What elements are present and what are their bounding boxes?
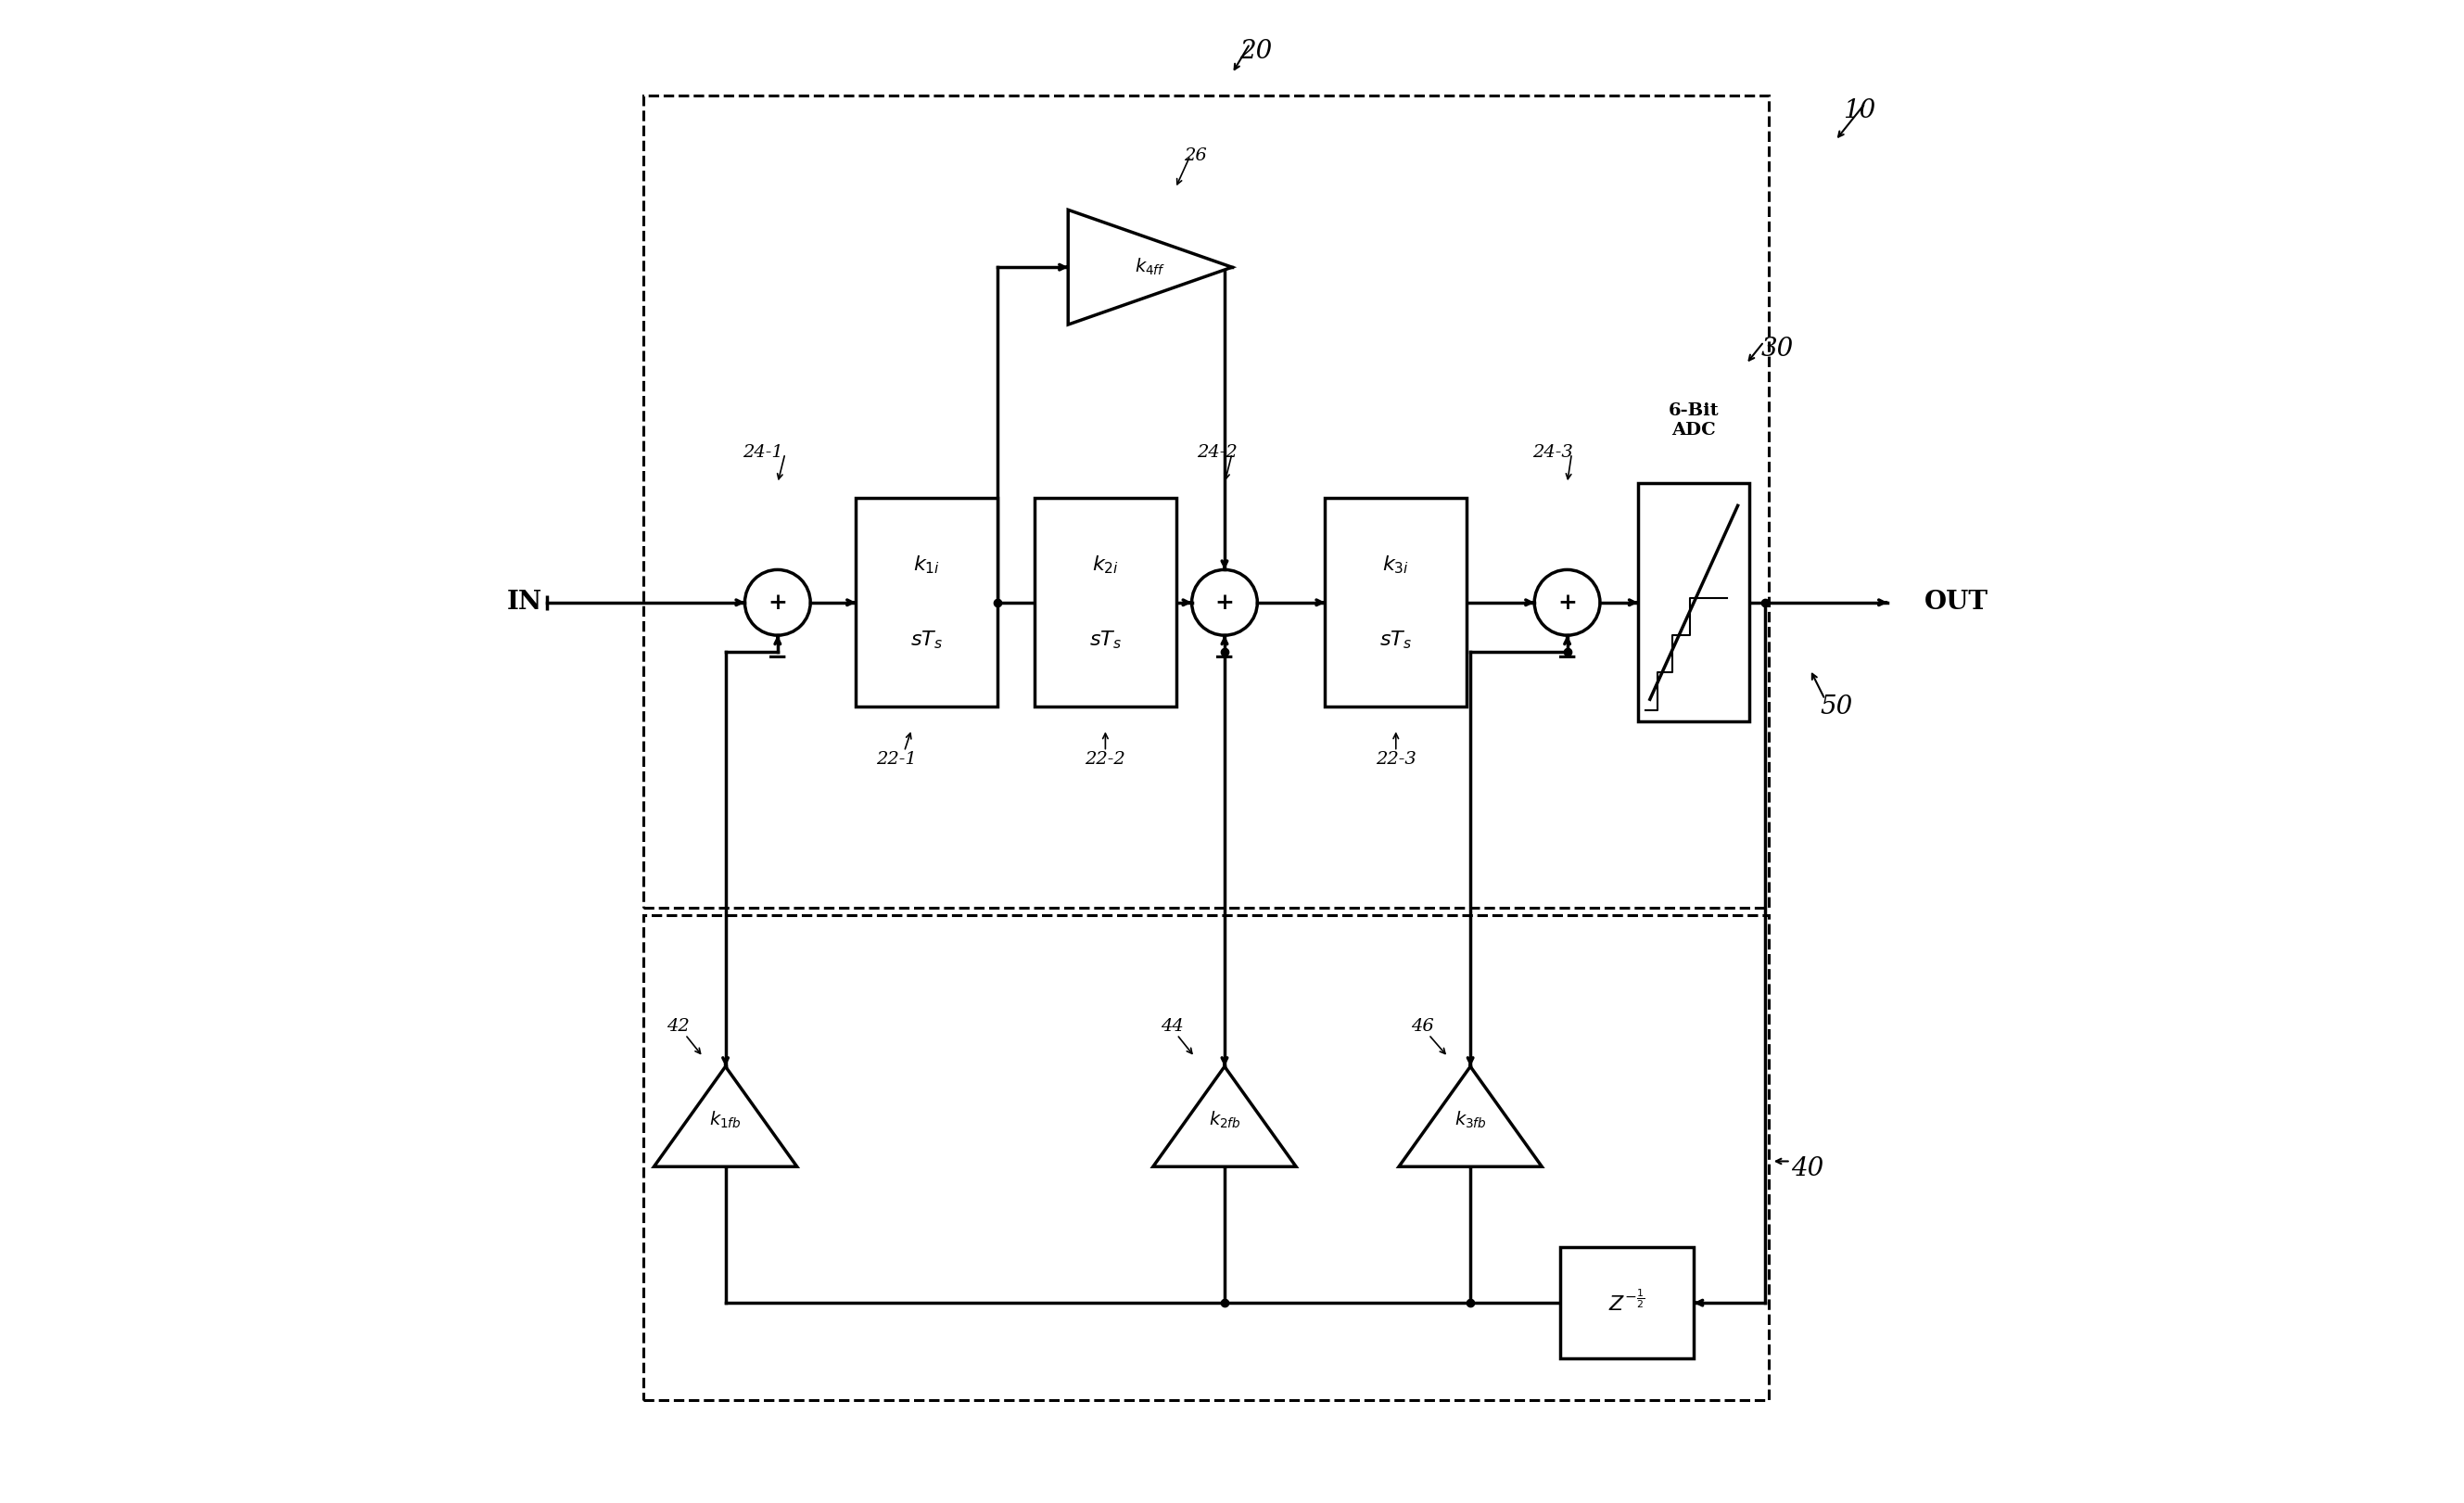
Text: $sT_s$: $sT_s$ [1380,628,1412,651]
Text: 22-2: 22-2 [1084,752,1126,768]
Bar [1035,497,1175,706]
Text: 22-1: 22-1 [877,752,917,768]
Text: $Z^{-\frac{1}{2}}$: $Z^{-\frac{1}{2}}$ [1609,1290,1646,1315]
Text: +: + [1557,591,1577,613]
Text: −: − [1557,645,1577,670]
Text: 46: 46 [1412,1018,1434,1034]
Text: 24-3: 24-3 [1533,445,1572,461]
Bar [1560,1247,1693,1359]
Text: OUT: OUT [1924,591,1988,615]
Text: $k_{3fb}$: $k_{3fb}$ [1454,1109,1486,1130]
Text: −: − [1215,645,1234,670]
Text: IN: IN [508,591,542,615]
Bar [1639,484,1749,721]
Text: $k_{2i}$: $k_{2i}$ [1092,555,1119,576]
Polygon shape [1153,1067,1296,1166]
Text: 10: 10 [1843,98,1875,123]
Text: $k_{1fb}$: $k_{1fb}$ [710,1109,742,1130]
Text: 44: 44 [1161,1018,1183,1034]
Text: $k_{4ff}$: $k_{4ff}$ [1133,257,1165,278]
Text: 22-3: 22-3 [1375,752,1417,768]
Bar [855,497,998,706]
Bar [643,96,1769,908]
Text: +: + [1215,591,1234,613]
Text: $k_{3i}$: $k_{3i}$ [1382,555,1409,576]
Polygon shape [1067,210,1232,325]
Text: $sT_s$: $sT_s$ [1089,628,1121,651]
Bar [643,915,1769,1399]
Polygon shape [653,1067,796,1166]
Text: $k_{1i}$: $k_{1i}$ [914,555,941,576]
Polygon shape [1400,1067,1542,1166]
Text: −: − [766,645,788,670]
Text: $k_{2fb}$: $k_{2fb}$ [1207,1109,1242,1130]
Text: +: + [769,591,788,613]
Text: 26: 26 [1185,147,1207,164]
Text: 24-1: 24-1 [742,445,784,461]
Text: 30: 30 [1762,337,1794,362]
Text: 42: 42 [665,1018,690,1034]
Text: 6-Bit
ADC: 6-Bit ADC [1668,403,1720,439]
Text: 20: 20 [1239,39,1271,63]
Bar [1326,497,1466,706]
Text: $sT_s$: $sT_s$ [909,628,944,651]
Text: 40: 40 [1791,1156,1823,1181]
Text: 24-2: 24-2 [1198,445,1237,461]
Text: 50: 50 [1821,694,1853,720]
